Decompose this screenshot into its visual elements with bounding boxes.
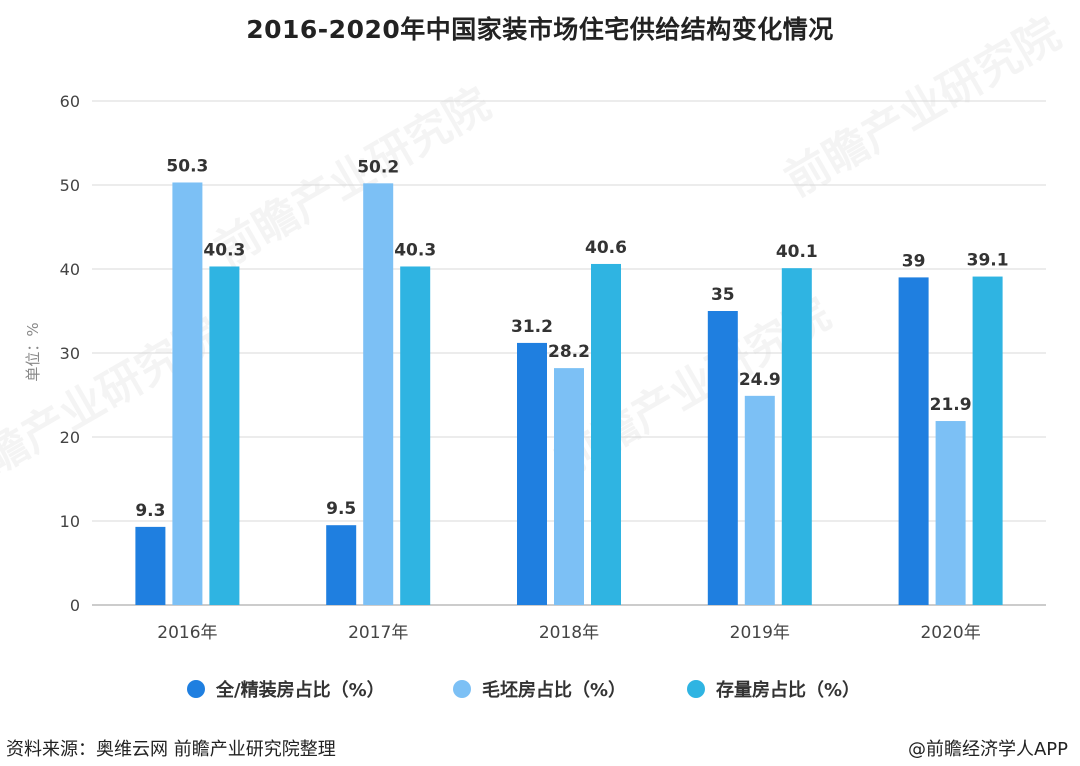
bar-2-4	[744, 395, 775, 605]
footer-source: 资料来源：奥维云网 前瞻产业研究院整理	[6, 739, 336, 760]
bar-1-2	[326, 525, 357, 605]
x-tick-label: 2017年	[348, 623, 408, 643]
bar-3-4	[781, 268, 812, 605]
x-tick-label: 2019年	[730, 623, 790, 643]
y-tick-label: 30	[60, 344, 80, 363]
data-label: 50.2	[357, 157, 399, 177]
x-tick-label: 2016年	[157, 623, 217, 643]
y-tick-label: 40	[60, 260, 80, 279]
watermark-text: 前瞻产业研究院	[777, 8, 1069, 206]
bar-2-2	[363, 183, 394, 605]
x-tick-label: 2018年	[539, 623, 599, 643]
y-tick-label: 60	[60, 92, 80, 111]
data-label: 40.6	[585, 238, 627, 258]
data-label: 40.3	[203, 240, 245, 260]
legend: 全/精装房占比（%） 毛坯房占比（%） 存量房占比（%）	[187, 679, 860, 701]
y-tick-label: 0	[70, 596, 80, 615]
data-label: 50.3	[166, 156, 208, 176]
data-label: 9.3	[135, 501, 165, 521]
data-label: 31.2	[511, 317, 553, 337]
bar-2-5	[935, 421, 966, 605]
bar-1-1	[135, 526, 166, 605]
data-label: 35	[711, 285, 735, 305]
legend-label: 全/精装房占比（%）	[215, 679, 385, 701]
data-label: 21.9	[930, 395, 972, 415]
data-label: 28.2	[548, 342, 590, 362]
legend-swatch	[453, 680, 471, 698]
bar-3-5	[972, 276, 1003, 605]
legend-swatch	[687, 680, 705, 698]
x-tick-label: 2020年	[920, 623, 980, 643]
bar-layer	[135, 182, 1003, 606]
legend-label: 存量房占比（%）	[716, 679, 860, 701]
data-label: 24.9	[739, 370, 781, 390]
data-label: 9.5	[326, 499, 356, 519]
y-tick-label: 10	[60, 512, 80, 531]
bar-2-1	[172, 182, 203, 606]
data-label: 40.3	[394, 240, 436, 260]
legend-label: 毛坯房占比（%）	[482, 679, 626, 701]
y-tick-labels: 0 10 20 30 40 50 60	[60, 92, 80, 615]
y-tick-label: 50	[60, 176, 80, 195]
bar-3-3	[591, 263, 621, 605]
data-label: 39	[902, 251, 926, 271]
legend-swatch	[187, 680, 205, 698]
bar-1-5	[898, 277, 929, 605]
bar-2-3	[554, 368, 584, 605]
bar-1-3	[517, 342, 547, 605]
watermark-text: 前瞻产业研究院	[207, 78, 499, 276]
data-label-layer: 9.3 50.3 40.3 9.5 50.2 40.3 31.2 28.2 40.6 35 24.9…	[135, 156, 1008, 520]
y-tick-label: 20	[60, 428, 80, 447]
bar-3-1	[209, 266, 240, 605]
y-axis-label: 单位：%	[24, 322, 42, 381]
data-label: 40.1	[776, 242, 818, 262]
bar-3-2	[400, 266, 431, 605]
data-label: 39.1	[967, 251, 1009, 271]
chart-title: 2016-2020年中国家装市场住宅供给结构变化情况	[246, 15, 834, 44]
footer-brand: @前瞻经济学人APP	[907, 739, 1068, 760]
bar-1-4	[707, 311, 738, 605]
x-tick-labels: 2016年 2017年 2018年 2019年 2020年	[157, 623, 980, 643]
